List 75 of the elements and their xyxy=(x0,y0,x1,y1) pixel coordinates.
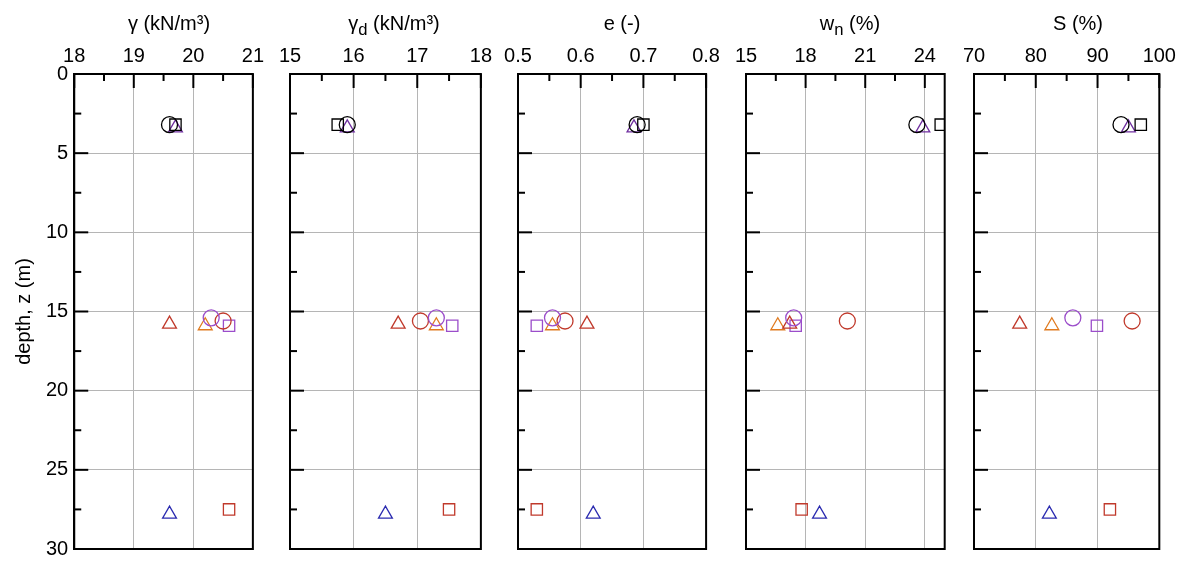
point xyxy=(197,317,213,331)
y-tick-label: 5 xyxy=(57,140,69,163)
x-tick-label: 16 xyxy=(342,43,365,66)
point xyxy=(556,312,574,330)
point xyxy=(428,317,444,331)
y-tick-label: 30 xyxy=(46,536,69,559)
point xyxy=(1103,503,1117,516)
point xyxy=(530,503,544,516)
x-tick-label: 0.6 xyxy=(566,43,595,66)
point xyxy=(202,309,220,327)
x-tick-label: 17 xyxy=(406,43,429,66)
x-tick-label: 0.5 xyxy=(504,43,532,66)
x-tick-label: 100 xyxy=(1142,43,1176,66)
x-tick-label: 18 xyxy=(469,43,492,66)
point xyxy=(795,503,808,516)
y-tick-label: 25 xyxy=(46,457,69,480)
point xyxy=(934,118,945,131)
point xyxy=(1134,118,1148,131)
point xyxy=(1044,317,1060,331)
point xyxy=(585,505,601,519)
point xyxy=(411,312,430,330)
point xyxy=(214,312,232,330)
x-tick-label: 0.7 xyxy=(629,43,658,66)
x-tick-label: 18 xyxy=(794,43,817,66)
point xyxy=(161,505,178,519)
x-tick-label: 21 xyxy=(854,43,877,66)
point xyxy=(770,317,786,331)
point xyxy=(789,319,802,333)
point xyxy=(390,315,406,329)
x-tick-label: 24 xyxy=(913,43,936,66)
x-tick-label: 80 xyxy=(1024,43,1047,66)
y-tick-label: 20 xyxy=(46,378,69,401)
point xyxy=(1041,505,1057,519)
point xyxy=(222,503,236,516)
x-tick-label: 15 xyxy=(734,43,758,66)
x-axis-title: e (-) xyxy=(602,11,642,36)
x-tick-label: 90 xyxy=(1086,43,1109,66)
point xyxy=(785,309,803,327)
point xyxy=(445,319,459,333)
x-tick-label: 20 xyxy=(182,43,205,66)
point xyxy=(1064,309,1082,327)
x-axis-title: w$_{n}$ (%) xyxy=(818,11,882,39)
y-tick-label: 10 xyxy=(46,219,69,242)
point xyxy=(530,319,544,333)
x-tick-label: 0.8 xyxy=(692,43,720,66)
point xyxy=(782,315,798,329)
point xyxy=(915,119,931,133)
point xyxy=(908,116,926,134)
point xyxy=(1123,312,1141,330)
point xyxy=(427,309,445,327)
point xyxy=(161,315,178,329)
point xyxy=(1120,119,1137,133)
point xyxy=(442,503,456,516)
point xyxy=(579,315,595,329)
point xyxy=(1012,315,1028,329)
point xyxy=(331,118,345,131)
point xyxy=(1090,319,1104,333)
x-axis-title: γ$_{d}$ (kN/m³) xyxy=(347,11,441,39)
x-tick-label: 15 xyxy=(278,43,302,66)
x-axis-title: S (%) xyxy=(1052,11,1104,36)
y-axis-title: depth, z (m) xyxy=(11,258,34,365)
point xyxy=(544,317,561,331)
x-axis-title: γ (kN/m³) xyxy=(126,11,212,36)
point xyxy=(626,119,642,133)
x-tick-label: 70 xyxy=(962,43,986,66)
point xyxy=(160,116,179,134)
point xyxy=(543,309,562,327)
y-tick-label: 15 xyxy=(46,299,69,322)
point xyxy=(838,312,856,330)
point xyxy=(222,319,236,333)
point xyxy=(811,505,828,519)
point xyxy=(377,505,394,519)
point xyxy=(1112,116,1130,134)
x-tick-label: 21 xyxy=(241,43,264,66)
x-tick-label: 19 xyxy=(122,43,145,66)
